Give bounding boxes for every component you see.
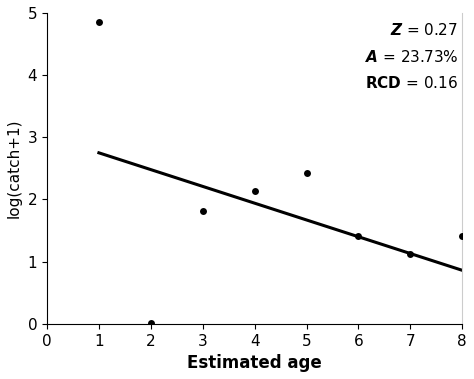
X-axis label: Estimated age: Estimated age	[187, 354, 322, 372]
Text: $\bfit{Z}$ = 0.27: $\bfit{Z}$ = 0.27	[391, 22, 458, 38]
Y-axis label: log(catch+1): log(catch+1)	[7, 119, 22, 218]
Point	[407, 251, 414, 257]
Point	[303, 170, 310, 176]
Point	[251, 188, 258, 194]
Text: $\bf{RCD}$ = 0.16: $\bf{RCD}$ = 0.16	[365, 75, 458, 91]
Text: $\bfit{A}$ = 23.73%: $\bfit{A}$ = 23.73%	[365, 49, 458, 65]
Point	[199, 208, 207, 214]
Point	[95, 19, 103, 25]
Point	[147, 319, 155, 326]
Point	[355, 232, 362, 238]
Point	[458, 232, 466, 238]
